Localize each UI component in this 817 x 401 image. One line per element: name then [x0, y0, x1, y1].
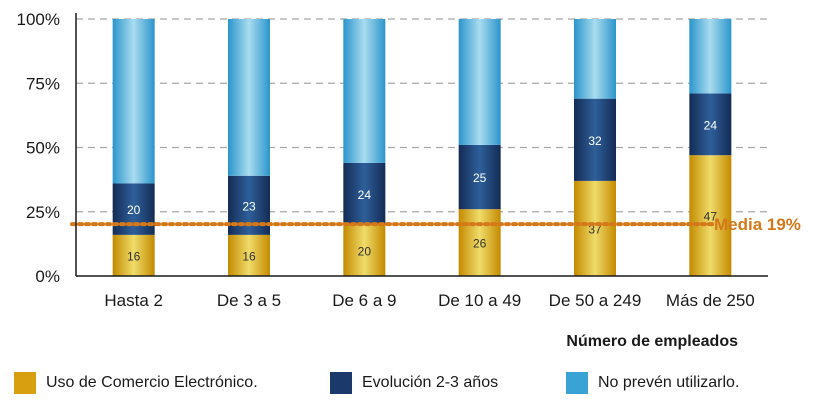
- x-tick-label: Más de 250: [666, 291, 755, 310]
- data-label-evolution: 23: [242, 199, 256, 213]
- y-tick-label: 100%: [17, 10, 60, 29]
- bar-segment-evolution: [689, 93, 732, 156]
- data-label-ecommerce: 47: [704, 210, 718, 224]
- legend-label-evolution: Evolución 2-3 años: [362, 374, 499, 391]
- y-tick-label: 75%: [26, 74, 60, 93]
- data-label-ecommerce: 16: [242, 249, 256, 263]
- data-label-evolution: 24: [358, 188, 372, 202]
- legend-label-ecommerce: Uso de Comercio Electrónico.: [46, 374, 258, 391]
- legend-item-no-plan: No prevén utilizarlo.: [566, 372, 739, 394]
- data-label-evolution: 25: [473, 171, 487, 185]
- bar-segment-no-plan: [458, 19, 501, 145]
- bar-segment-ecommerce: [689, 155, 732, 276]
- bar-segment-no-plan: [343, 19, 386, 163]
- x-axis-title: Número de empleados: [566, 333, 738, 350]
- bar-segment-ecommerce: [343, 224, 386, 276]
- x-tick-label: De 3 a 5: [217, 291, 281, 310]
- bar-segment-ecommerce: [112, 234, 155, 276]
- data-label-ecommerce: 26: [473, 237, 487, 251]
- legend-item-evolution: Evolución 2-3 años: [330, 372, 498, 394]
- legend-swatch-evolution: [330, 372, 352, 394]
- data-label-ecommerce: 20: [358, 244, 372, 258]
- legend-label-no-plan: No prevén utilizarlo.: [598, 374, 740, 391]
- legend-item-ecommerce: Uso de Comercio Electrónico.: [14, 372, 258, 394]
- y-tick-label: 50%: [26, 139, 60, 158]
- data-label-ecommerce: 16: [127, 249, 141, 263]
- bar-segment-no-plan: [228, 19, 270, 176]
- bar-segment-evolution: [574, 98, 616, 181]
- bar-segment-ecommerce: [458, 209, 501, 276]
- bar-segment-no-plan: [112, 19, 155, 184]
- bar-segment-ecommerce: [574, 180, 616, 276]
- x-tick-label: Hasta 2: [104, 291, 163, 310]
- bar-segment-evolution: [112, 183, 155, 235]
- data-label-evolution: 20: [127, 203, 141, 217]
- x-tick-label: De 50 a 249: [549, 291, 642, 310]
- x-tick-label: De 6 a 9: [332, 291, 396, 310]
- y-tick-label: 0%: [35, 267, 60, 286]
- y-tick-label: 25%: [26, 203, 60, 222]
- bar-segment-ecommerce: [228, 234, 270, 276]
- legend-swatch-no-plan: [566, 372, 588, 394]
- bar-segment-evolution: [343, 162, 386, 225]
- x-tick-label: De 10 a 49: [438, 291, 521, 310]
- reference-line-label: Media 19%: [714, 215, 801, 234]
- bar-segment-no-plan: [689, 19, 732, 94]
- legend-swatch-ecommerce: [14, 372, 36, 394]
- legend: Uso de Comercio Electrónico. Evolución 2…: [0, 372, 817, 396]
- data-label-evolution: 24: [704, 118, 718, 132]
- bar-segment-no-plan: [574, 19, 616, 99]
- data-label-evolution: 32: [588, 134, 602, 148]
- bar-segment-evolution: [458, 144, 501, 210]
